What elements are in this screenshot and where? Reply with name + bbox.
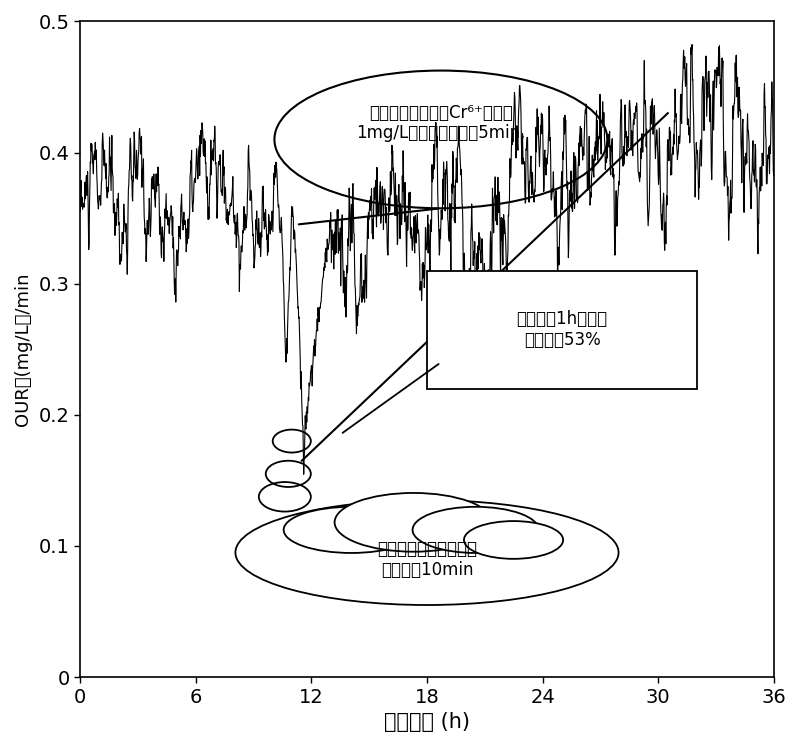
Ellipse shape bbox=[235, 500, 618, 605]
Text: 结束冲击点，系统恢复
时间少于10min: 结束冲击点，系统恢复 时间少于10min bbox=[377, 539, 477, 578]
FancyBboxPatch shape bbox=[427, 271, 698, 389]
Text: 人工模拟冲击点，Cr⁶⁺浓度为
1mg/L，响应时间低于5min.: 人工模拟冲击点，Cr⁶⁺浓度为 1mg/L，响应时间低于5min. bbox=[356, 104, 526, 142]
Y-axis label: OUR（(mg/L）/min: OUR（(mg/L）/min bbox=[14, 272, 32, 426]
X-axis label: 运行时间 (h): 运行时间 (h) bbox=[384, 712, 470, 732]
Ellipse shape bbox=[334, 493, 492, 552]
Ellipse shape bbox=[464, 521, 563, 559]
Ellipse shape bbox=[413, 507, 538, 553]
Text: 模拟冲击1h，平均
抑制率为53%: 模拟冲击1h，平均 抑制率为53% bbox=[517, 310, 608, 349]
Ellipse shape bbox=[284, 507, 419, 553]
